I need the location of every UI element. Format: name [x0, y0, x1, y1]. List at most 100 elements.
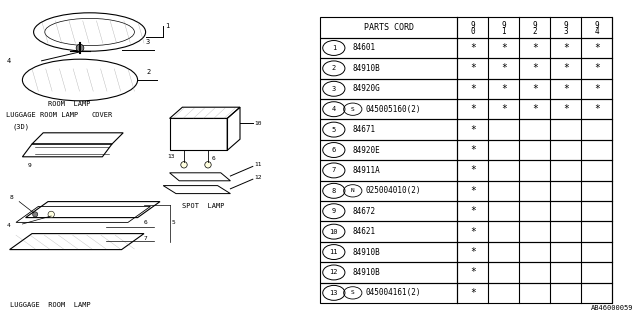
Bar: [320, 99, 612, 119]
Text: 84671: 84671: [353, 125, 376, 134]
Circle shape: [205, 162, 211, 168]
Text: (3D): (3D): [13, 123, 30, 130]
Text: LUGGAGE  ROOM  LAMP: LUGGAGE ROOM LAMP: [10, 302, 90, 308]
Text: PARTS CORD: PARTS CORD: [364, 23, 413, 32]
Text: *: *: [470, 227, 476, 237]
Text: LUGGAGE ROOM LAMP: LUGGAGE ROOM LAMP: [6, 112, 79, 118]
Circle shape: [48, 211, 54, 218]
Text: 12: 12: [254, 175, 262, 180]
Circle shape: [181, 162, 187, 168]
Text: 9: 9: [532, 21, 537, 30]
Text: 9: 9: [563, 21, 568, 30]
Text: 4: 4: [332, 106, 336, 112]
Bar: [320, 242, 612, 262]
Text: 9: 9: [595, 21, 599, 30]
Text: *: *: [532, 43, 538, 53]
Text: 6: 6: [144, 220, 148, 225]
Text: 84910B: 84910B: [353, 248, 381, 257]
Bar: [320, 201, 612, 221]
Text: *: *: [563, 104, 569, 114]
Text: 4: 4: [595, 28, 599, 36]
Text: *: *: [500, 63, 507, 73]
Text: 84920G: 84920G: [353, 84, 381, 93]
Text: 11: 11: [254, 162, 262, 167]
Text: *: *: [563, 43, 569, 53]
Text: 1: 1: [501, 28, 506, 36]
Text: *: *: [470, 63, 476, 73]
Text: 84911A: 84911A: [353, 166, 381, 175]
Bar: [320, 38, 612, 58]
Text: *: *: [470, 43, 476, 53]
Text: 3: 3: [563, 28, 568, 36]
Text: *: *: [470, 145, 476, 155]
Bar: [320, 58, 612, 79]
Text: *: *: [563, 84, 569, 94]
Text: 1: 1: [332, 45, 336, 51]
Bar: [320, 180, 612, 201]
Circle shape: [76, 44, 84, 52]
Text: *: *: [470, 247, 476, 257]
Text: 4: 4: [6, 223, 10, 228]
Text: 7: 7: [144, 236, 148, 241]
Text: 5: 5: [172, 220, 175, 225]
Text: 6: 6: [211, 156, 215, 161]
Circle shape: [33, 212, 38, 217]
Text: COVER: COVER: [92, 112, 113, 118]
Bar: [320, 119, 612, 140]
Text: 12: 12: [330, 269, 338, 276]
Text: 9: 9: [501, 21, 506, 30]
Text: 2: 2: [147, 69, 151, 75]
Text: 8: 8: [332, 188, 336, 194]
Text: 025004010(2): 025004010(2): [365, 186, 420, 195]
Text: 1: 1: [165, 23, 169, 28]
Text: *: *: [500, 104, 507, 114]
Text: 3: 3: [145, 39, 149, 45]
Text: 10: 10: [330, 229, 338, 235]
Text: *: *: [594, 104, 600, 114]
Text: S: S: [351, 290, 355, 295]
Text: *: *: [594, 84, 600, 94]
Text: 045004161(2): 045004161(2): [365, 288, 420, 297]
Text: *: *: [594, 43, 600, 53]
Text: 0: 0: [470, 28, 475, 36]
Text: 84601: 84601: [353, 44, 376, 52]
Text: *: *: [532, 63, 538, 73]
Text: 9: 9: [470, 21, 475, 30]
Text: *: *: [470, 84, 476, 94]
Text: S: S: [351, 107, 355, 112]
Bar: [320, 160, 612, 180]
Text: SPOT  LAMP: SPOT LAMP: [182, 203, 225, 209]
Bar: [320, 221, 612, 242]
Text: 9: 9: [332, 208, 336, 214]
Bar: [320, 79, 612, 99]
Bar: [320, 262, 612, 283]
Text: *: *: [500, 84, 507, 94]
Text: 3: 3: [332, 86, 336, 92]
Text: 8: 8: [10, 195, 13, 200]
Text: *: *: [470, 104, 476, 114]
Text: 13: 13: [167, 154, 174, 159]
Text: 11: 11: [330, 249, 338, 255]
Text: N: N: [351, 188, 355, 193]
Text: *: *: [470, 186, 476, 196]
Text: *: *: [470, 165, 476, 175]
Text: *: *: [500, 43, 507, 53]
Text: 84910B: 84910B: [353, 64, 381, 73]
Text: *: *: [563, 63, 569, 73]
Text: 2: 2: [332, 65, 336, 71]
Text: *: *: [470, 288, 476, 298]
Text: 9: 9: [27, 163, 31, 168]
Text: 13: 13: [330, 290, 338, 296]
Text: ROOM  LAMP: ROOM LAMP: [48, 101, 90, 107]
Text: 10: 10: [254, 121, 262, 126]
Text: *: *: [532, 104, 538, 114]
Text: 84920E: 84920E: [353, 146, 381, 155]
Text: 4: 4: [6, 58, 11, 64]
Text: 045005160(2): 045005160(2): [365, 105, 420, 114]
Text: *: *: [470, 124, 476, 135]
Bar: [320, 17, 612, 38]
Text: 84672: 84672: [353, 207, 376, 216]
Bar: [320, 140, 612, 160]
Text: 2: 2: [532, 28, 537, 36]
Text: AB46000059: AB46000059: [591, 305, 634, 311]
